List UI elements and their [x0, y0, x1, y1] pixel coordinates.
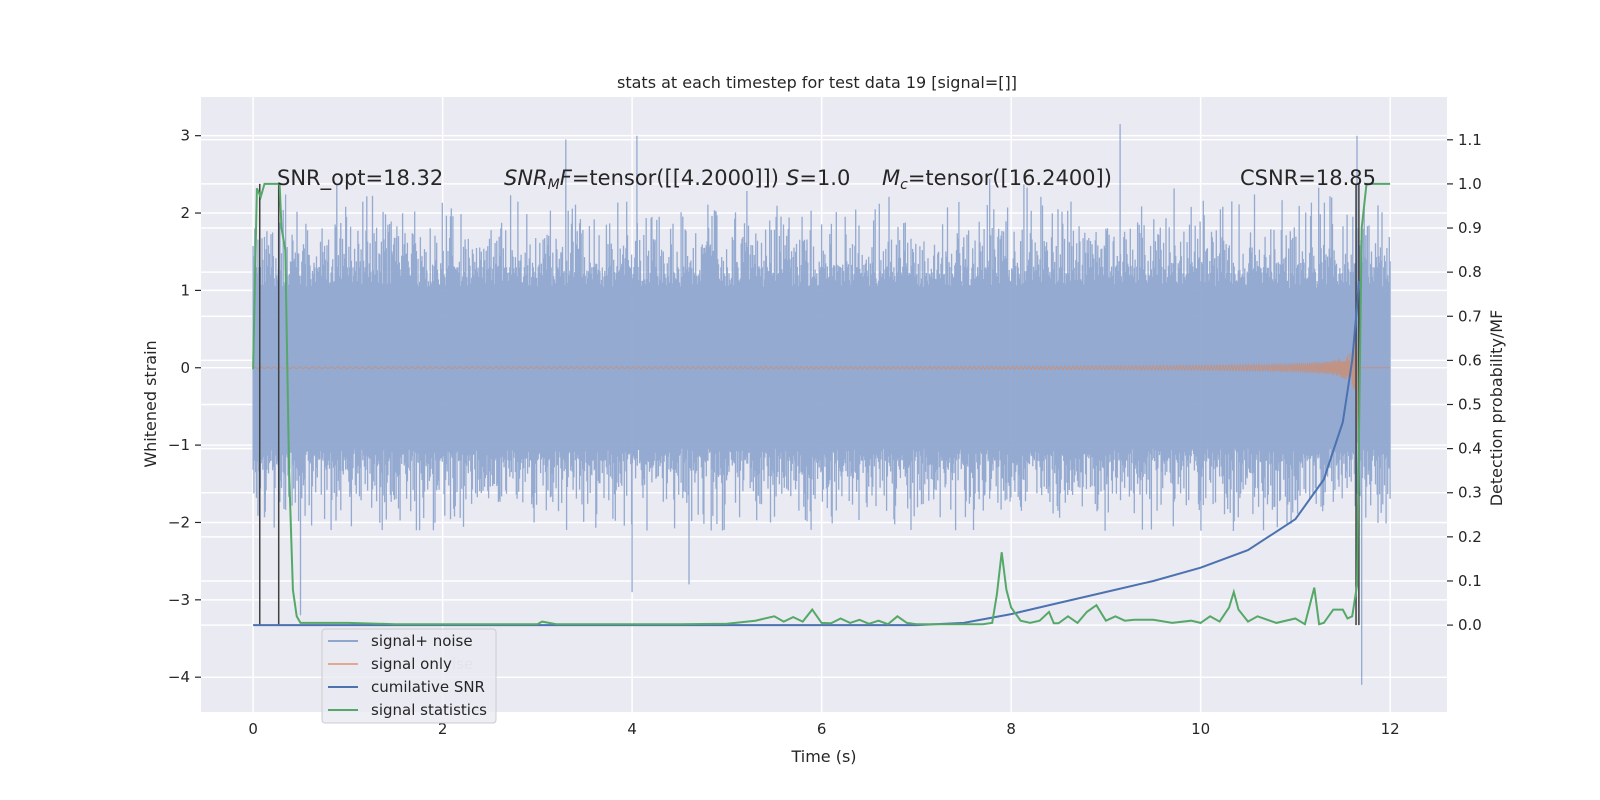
y-right-tick-label: 0.2 — [1458, 528, 1482, 546]
y-axis-ticks: 3 2 1 0 −1 −2 −3 −4 — [168, 127, 201, 686]
y-right-axis-label: Detection probability/MF — [1487, 310, 1506, 507]
y-right-tick-label: 0.3 — [1458, 484, 1482, 502]
series-signal-only — [252, 250, 1391, 451]
snr-mf-symbol: SNR — [504, 166, 548, 190]
x-axis-ticks: 0 2 4 6 8 10 12 — [248, 720, 1399, 738]
mc-symbol: M — [882, 166, 900, 190]
y-right-tick-label: 1.0 — [1458, 175, 1482, 193]
snr-mf-subscript: M — [548, 177, 560, 193]
legend-label-signal-only: signal only — [371, 655, 452, 673]
x-axis-label: Time (s) — [790, 747, 856, 766]
x-tick-label: 4 — [627, 720, 637, 738]
x-tick-label: 2 — [438, 720, 448, 738]
series-lines — [252, 182, 1391, 627]
y-tick-label: 2 — [180, 204, 190, 222]
y-axis-label: Whitened strain — [141, 340, 160, 467]
y-tick-label: 1 — [180, 281, 190, 299]
annotation-mc: Mc=tensor([16.2400]) — [882, 166, 1112, 193]
y-right-tick-label: 1.1 — [1458, 131, 1482, 149]
annotation-s: S=1.0 — [786, 166, 850, 190]
x-tick-label: 12 — [1381, 720, 1400, 738]
legend-label-signal-noise: signal+ noise — [371, 632, 473, 650]
y-tick-label: −3 — [168, 591, 190, 609]
s-symbol: S — [786, 166, 799, 190]
y-right-tick-label: 0.4 — [1458, 440, 1482, 458]
s-value: =1.0 — [799, 166, 850, 190]
signal-statistics-line — [252, 182, 1391, 626]
chart-title: stats at each timestep for test data 19 … — [617, 73, 1017, 92]
legend-label-signal-statistics: signal statistics — [371, 701, 487, 719]
y-tick-label: −1 — [168, 436, 190, 454]
signal-only-path — [252, 250, 1391, 451]
mc-value: =tensor([16.2400]) — [908, 166, 1112, 190]
x-tick-label: 6 — [817, 720, 827, 738]
legend-box — [321, 628, 497, 724]
y-right-tick-label: 0.0 — [1458, 616, 1482, 634]
snr-mf-value: =tensor([[4.2000]]) — [572, 166, 779, 190]
y-tick-label: 0 — [180, 359, 190, 377]
x-tick-label: 10 — [1191, 720, 1210, 738]
y-right-tick-label: 0.9 — [1458, 219, 1482, 237]
annotation-snr-mf: SNRMF=tensor([[4.2000]]) — [504, 166, 779, 193]
y-right-tick-label: 0.7 — [1458, 307, 1482, 325]
annotation-csnr: CSNR=18.85 — [1240, 166, 1376, 190]
y-tick-label: 3 — [180, 127, 190, 145]
y-right-tick-label: 0.1 — [1458, 572, 1482, 590]
legend: ise se signal+ noise signal only cumilat… — [321, 628, 497, 724]
y-tick-label: −2 — [168, 513, 190, 531]
annotation-snr-opt: SNR_opt=18.32 — [277, 166, 443, 191]
y-right-axis-ticks: 1.1 1.0 0.9 0.8 0.7 0.6 0.5 0.4 0.3 0.2 0.1 0.0 — [1447, 131, 1482, 634]
y-right-tick-label: 0.5 — [1458, 396, 1482, 414]
y-right-tick-label: 0.8 — [1458, 263, 1482, 281]
legend-label-cumulative-snr: cumilative SNR — [371, 678, 485, 696]
y-right-tick-label: 0.6 — [1458, 351, 1482, 369]
mc-subscript: c — [900, 177, 908, 193]
x-tick-label: 8 — [1006, 720, 1016, 738]
x-tick-label: 0 — [248, 720, 258, 738]
y-tick-label: −4 — [168, 668, 190, 686]
snr-mf-symbol2: F — [560, 166, 573, 190]
